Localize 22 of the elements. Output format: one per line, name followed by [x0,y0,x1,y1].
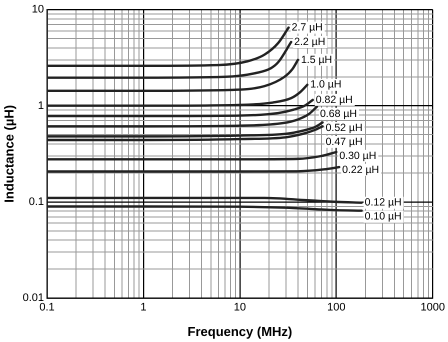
series-label: 1.5 µH [300,54,332,66]
series-label: 0.22 µH [342,164,380,176]
y-axis-title: Inductance (µH) [1,104,16,203]
x-tick-label: 1 [140,302,147,314]
x-axis-title: Frequency (MHz) [188,324,292,339]
series-label: 0.68 µH [320,108,357,120]
series-label: 0.52 µH [326,122,363,134]
series-label: 0.12 µH [364,196,402,209]
series-label: 1.0 µH [310,78,342,91]
y-tick-label: 10 [32,4,44,16]
series-label: 0.10 µH [364,210,402,223]
series-label: 0.82 µH [316,94,353,106]
series-label: 2.2 µH [294,36,326,48]
y-tick-label: 1 [38,100,44,112]
series-label: 0.47 µH [326,136,363,148]
x-tick-label: 10 [234,302,246,314]
series-label: 2.7 µH [292,21,323,34]
y-tick-label: 0.01 [22,292,44,304]
y-tick-label: 0.1 [28,196,44,208]
x-tick-label: 1000 [420,302,446,314]
x-tick-label: 100 [327,302,346,314]
series-label: 0.30 µH [339,150,376,162]
